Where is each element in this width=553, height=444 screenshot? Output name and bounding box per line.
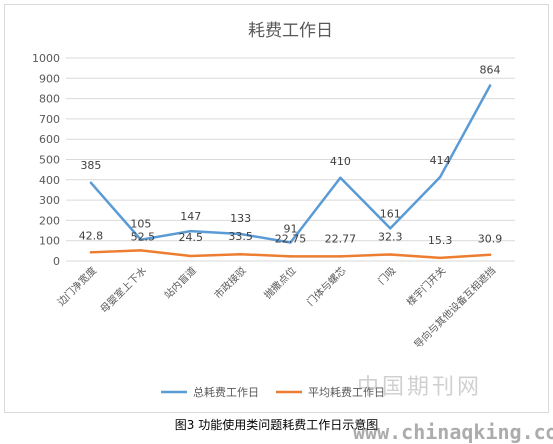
data-point bbox=[189, 229, 192, 233]
data-point bbox=[289, 255, 292, 258]
data-point bbox=[488, 253, 492, 256]
data-point bbox=[139, 249, 143, 252]
data-label: 22.77 bbox=[325, 232, 357, 245]
data-label: 133 bbox=[230, 212, 251, 225]
x-tick-label: 市政接驳 bbox=[211, 264, 248, 301]
chart-title: 耗费工作日 bbox=[248, 21, 333, 41]
y-tick-label: 700 bbox=[39, 113, 60, 126]
legend-label: 平均耗费工作日 bbox=[308, 386, 385, 399]
data-label: 24.5 bbox=[178, 231, 203, 244]
data-point bbox=[389, 253, 392, 256]
y-tick-label: 400 bbox=[39, 174, 60, 187]
watermark-cn: 中国期刊网 bbox=[357, 375, 483, 400]
data-point bbox=[89, 181, 93, 185]
x-tick-label: 导向与其他设备互相遮挡 bbox=[411, 264, 498, 351]
data-label: 42.8 bbox=[79, 229, 104, 242]
y-tick-label: 100 bbox=[39, 235, 60, 248]
data-point bbox=[438, 175, 442, 179]
data-point bbox=[189, 254, 192, 258]
data-point bbox=[339, 176, 342, 179]
data-label: 161 bbox=[380, 207, 401, 220]
data-label: 52.5 bbox=[131, 230, 156, 243]
data-point bbox=[438, 256, 442, 260]
data-point bbox=[239, 252, 242, 256]
y-tick-label: 0 bbox=[53, 255, 60, 268]
data-label: 91 bbox=[284, 223, 298, 236]
legend-label: 总耗费工作日 bbox=[193, 385, 259, 399]
x-tick-label: 边门净宽度 bbox=[55, 264, 100, 309]
data-label: 414 bbox=[430, 154, 451, 167]
x-tick-label: 站内盲道 bbox=[161, 264, 198, 301]
x-tick-label: 楼宇门开关 bbox=[404, 264, 449, 309]
data-point bbox=[289, 241, 292, 244]
data-point bbox=[239, 232, 242, 236]
y-tick-label: 200 bbox=[39, 214, 60, 227]
y-tick-label: 1000 bbox=[32, 52, 60, 65]
data-point bbox=[488, 84, 492, 87]
data-label: 15.3 bbox=[428, 234, 453, 247]
data-point bbox=[339, 255, 342, 258]
line-chart: 耗费工作日 0 100 200 300 400 500 600 700 800 900 1000 边门净… bbox=[32, 21, 515, 399]
data-label: 147 bbox=[180, 210, 201, 223]
data-label: 105 bbox=[130, 218, 151, 231]
data-label: 33.5 bbox=[228, 230, 253, 243]
y-tick-label: 300 bbox=[39, 194, 60, 207]
watermark-url: www.chinaqking.com bbox=[353, 420, 553, 444]
data-label: 22.75 bbox=[275, 232, 307, 245]
data-label: 32.3 bbox=[378, 230, 403, 243]
x-tick-label: 抛撒点位 bbox=[261, 264, 298, 301]
y-tick-label: 800 bbox=[39, 93, 60, 106]
data-label: 864 bbox=[480, 64, 501, 77]
data-label: 410 bbox=[330, 155, 351, 168]
data-label: 30.9 bbox=[478, 233, 503, 246]
y-tick-label: 600 bbox=[39, 133, 60, 146]
data-point bbox=[89, 251, 93, 254]
x-tick-label: 母婴室上下水 bbox=[97, 264, 149, 316]
data-point bbox=[389, 227, 392, 230]
figure-caption: 图3 功能使用类问题耗费工作日示意图 bbox=[174, 418, 379, 432]
y-tick-label: 900 bbox=[39, 72, 60, 85]
x-tick-label: 门体与螺芯 bbox=[304, 264, 349, 309]
data-label: 385 bbox=[80, 159, 101, 172]
chart-frame: 耗费工作日 0 100 200 300 400 500 600 700 800 900 1000 边门净… bbox=[4, 4, 549, 413]
data-point bbox=[139, 238, 143, 241]
y-tick-label: 500 bbox=[39, 154, 60, 167]
x-tick-label: 门吸 bbox=[375, 264, 398, 287]
